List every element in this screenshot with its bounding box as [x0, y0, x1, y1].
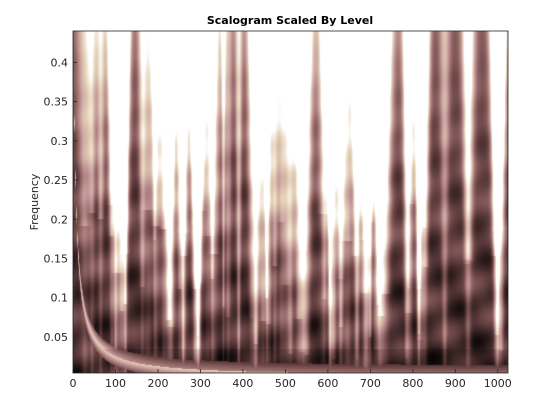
chart-title: Scalogram Scaled By Level	[207, 14, 373, 27]
y-tick-label: 0.05	[44, 331, 69, 344]
x-tick-label: 300	[190, 377, 211, 390]
scalogram-heatmap	[73, 31, 508, 373]
x-tick-label: 900	[445, 377, 466, 390]
y-tick-label: 0.25	[44, 174, 69, 187]
y-tick-label: 0.35	[44, 96, 69, 109]
x-tick-label: 500	[275, 377, 296, 390]
x-tick-label: 600	[317, 377, 338, 390]
plot-area	[73, 31, 508, 373]
y-tick-label: 0.1	[51, 292, 69, 305]
axes-box	[72, 30, 509, 374]
x-axis: 0 100 200 300 400 500 600 700 800 900 1000	[70, 369, 512, 390]
x-tick-label: 700	[360, 377, 381, 390]
y-tick-label: 0.15	[44, 252, 69, 265]
x-tick-label: 1000	[484, 377, 512, 390]
y-tick-label: 0.4	[51, 56, 69, 69]
x-tick-label: 100	[105, 377, 126, 390]
x-tick-label: 400	[232, 377, 253, 390]
y-tick-label: 0.2	[51, 213, 69, 226]
x-tick-label: 800	[402, 377, 423, 390]
y-axis: 0.05 0.1 0.15 0.2 0.25 0.3 0.35 0.4	[44, 56, 77, 344]
y-axis-label: Frequency	[28, 173, 41, 230]
x-tick-label: 0	[70, 377, 77, 390]
y-tick-label: 0.3	[51, 135, 69, 148]
x-tick-label: 200	[147, 377, 168, 390]
